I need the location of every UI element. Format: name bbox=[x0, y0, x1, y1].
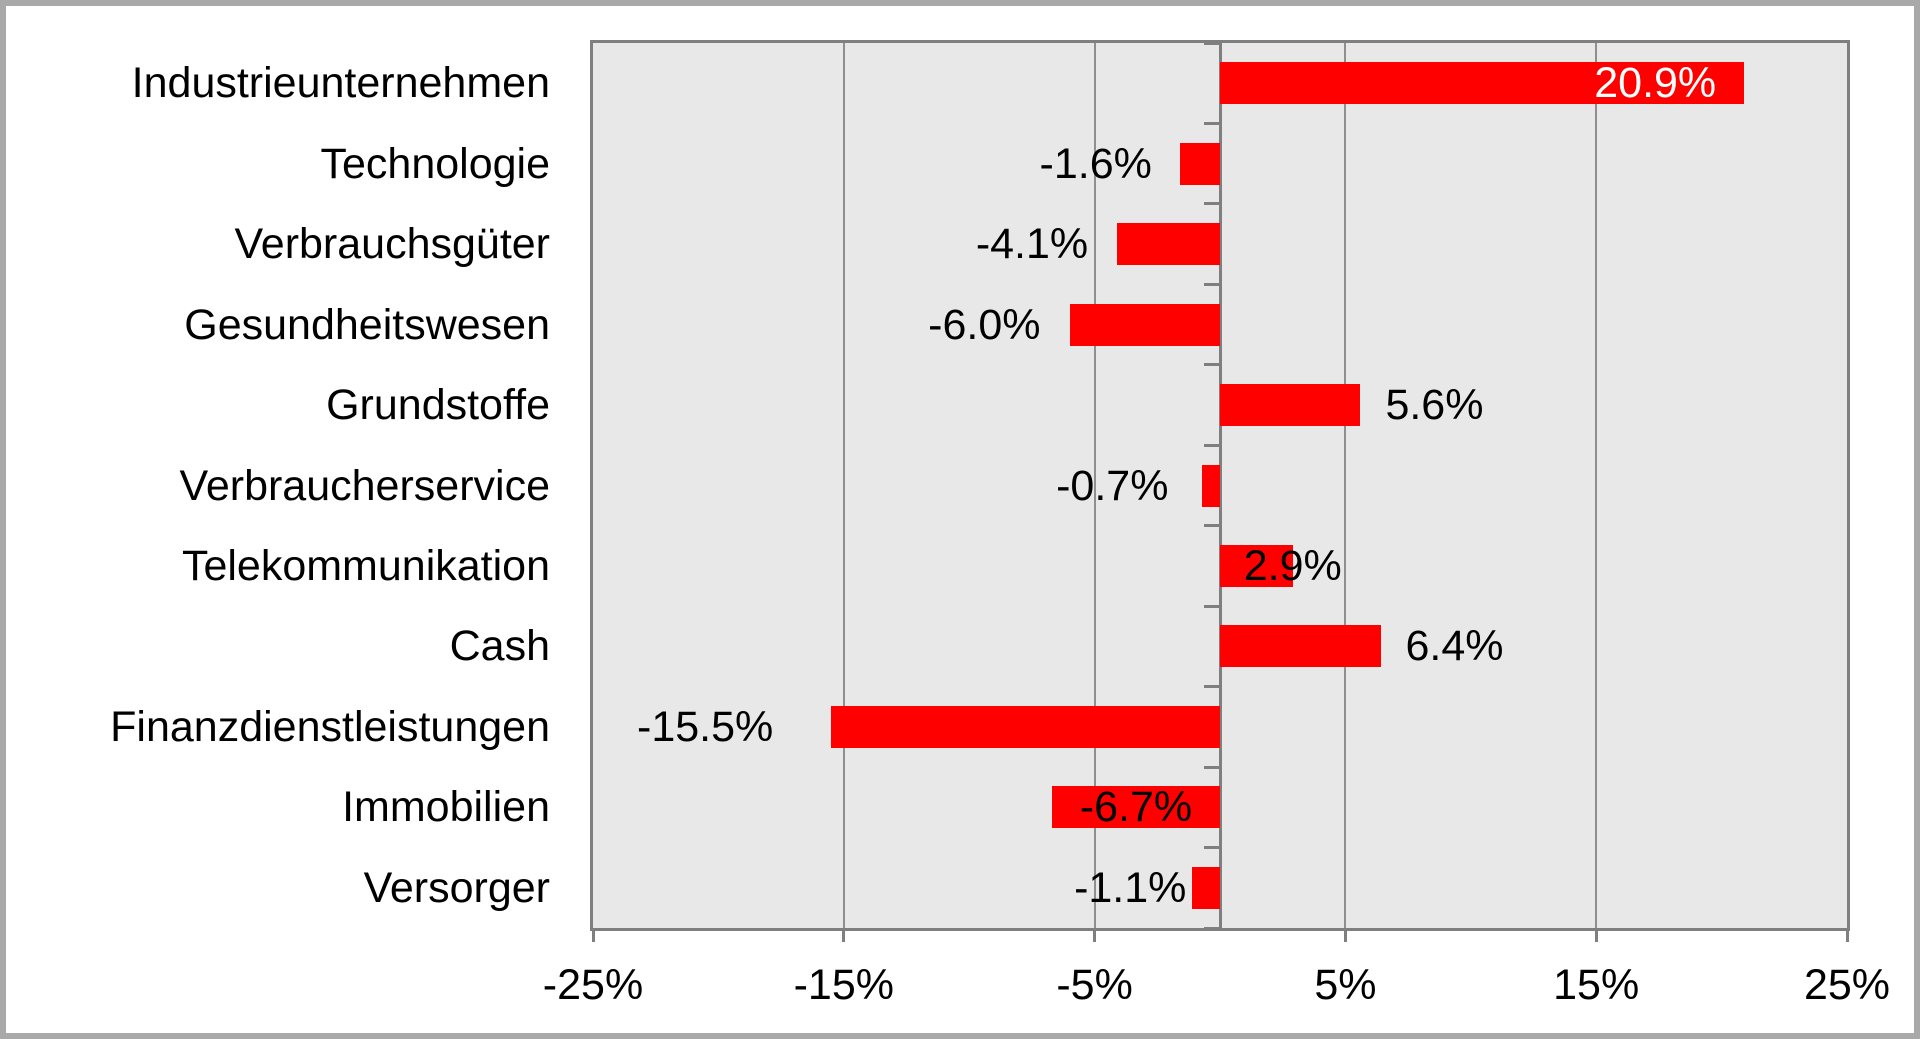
category-label: Finanzdienstleistungen bbox=[110, 702, 550, 751]
bar bbox=[1220, 544, 1293, 587]
bar bbox=[1202, 464, 1220, 507]
data-label: 20.9% bbox=[1594, 59, 1717, 108]
x-axis-tick-label: -5% bbox=[1056, 961, 1133, 1009]
bar bbox=[1192, 866, 1220, 909]
bar bbox=[1069, 303, 1220, 346]
x-axis-tick-label: 25% bbox=[1803, 961, 1891, 1009]
category-axis-tick-mark bbox=[1203, 363, 1219, 367]
category-axis-tick-mark bbox=[1203, 685, 1219, 689]
category-axis-tick-mark bbox=[1203, 202, 1219, 206]
gridline bbox=[1595, 43, 1598, 928]
data-label: -6.0% bbox=[928, 300, 1041, 349]
category-label: Industrieunternehmen bbox=[131, 59, 550, 108]
data-label: 2.9% bbox=[1243, 541, 1342, 590]
category-axis-tick-mark bbox=[1203, 765, 1219, 769]
x-axis-tick-mark bbox=[842, 928, 846, 942]
x-axis-tick-mark bbox=[1343, 928, 1347, 942]
category-label: Grundstoffe bbox=[326, 381, 550, 430]
x-axis-tick-mark bbox=[1594, 928, 1598, 942]
category-axis-tick-mark bbox=[1203, 282, 1219, 286]
data-label: -0.7% bbox=[1056, 461, 1169, 510]
category-axis-tick-mark bbox=[1203, 443, 1219, 447]
gridline bbox=[842, 43, 845, 928]
bar bbox=[1220, 384, 1361, 427]
data-label: -4.1% bbox=[975, 220, 1089, 269]
category-label: Gesundheitswesen bbox=[184, 300, 550, 349]
category-label: Verbrauchsgüter bbox=[234, 220, 550, 269]
category-axis-line bbox=[1218, 43, 1222, 928]
bar bbox=[1051, 786, 1220, 829]
bar bbox=[1179, 142, 1220, 185]
data-label: -6.7% bbox=[1079, 783, 1193, 832]
category-axis-tick-mark bbox=[1203, 846, 1219, 850]
category-label: Telekommunikation bbox=[181, 541, 550, 590]
x-axis-tick-label: 5% bbox=[1314, 961, 1377, 1009]
data-label: -1.1% bbox=[1074, 863, 1187, 912]
x-axis-tick-label: -15% bbox=[793, 961, 894, 1009]
x-axis-tick-mark bbox=[1845, 928, 1849, 942]
gridline bbox=[1344, 43, 1347, 928]
bar bbox=[831, 705, 1220, 748]
category-label: Technologie bbox=[320, 139, 550, 188]
bar bbox=[1220, 62, 1745, 105]
bar bbox=[1220, 625, 1381, 668]
data-label: 6.4% bbox=[1405, 622, 1504, 671]
data-label: 5.6% bbox=[1385, 381, 1484, 430]
category-axis-tick-mark bbox=[1203, 121, 1219, 125]
bar bbox=[1117, 223, 1220, 266]
category-label: Cash bbox=[449, 622, 550, 671]
category-label: Verbraucherservice bbox=[179, 461, 550, 510]
x-axis-tick-mark bbox=[591, 928, 595, 942]
x-axis-tick-mark bbox=[1093, 928, 1097, 942]
category-axis-tick-mark bbox=[1203, 524, 1219, 528]
category-axis-tick-mark bbox=[1203, 926, 1219, 930]
category-label: Versorger bbox=[363, 863, 550, 912]
x-axis-tick-label: -25% bbox=[542, 961, 644, 1009]
gridline bbox=[1093, 43, 1096, 928]
category-axis-tick-mark bbox=[1203, 41, 1219, 45]
category-axis-tick-mark bbox=[1203, 604, 1219, 608]
x-axis-tick-label: 15% bbox=[1553, 961, 1640, 1009]
data-label: -15.5% bbox=[637, 702, 774, 751]
data-label: -1.6% bbox=[1039, 139, 1152, 188]
category-label: Immobilien bbox=[342, 783, 550, 832]
